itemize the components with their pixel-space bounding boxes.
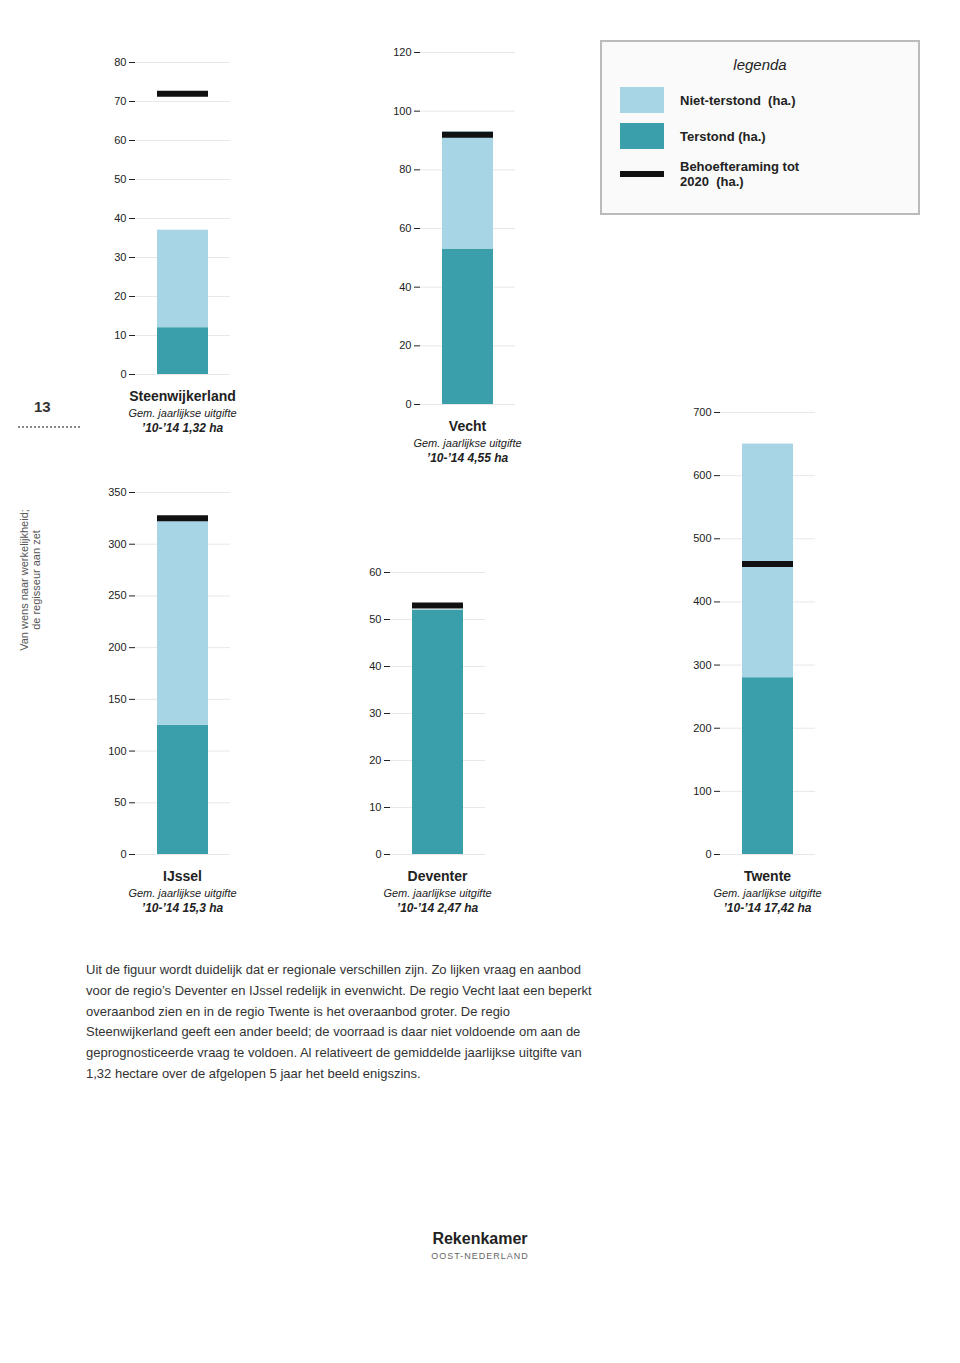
svg-text:300: 300 (108, 538, 126, 550)
svg-text:400: 400 (693, 595, 711, 607)
svg-text:20: 20 (369, 754, 381, 766)
html-text:Niet-terstond (ha.): Niet-terstond (ha.) (680, 92, 796, 108)
html-text:Gem. jaarlijkse uitgifte: Gem. jaarlijkse uitgifte (713, 887, 822, 899)
svg-text:20: 20 (114, 290, 126, 302)
svg-text:40: 40 (369, 660, 381, 672)
svg-text:0: 0 (120, 368, 126, 380)
html-text:’10-’14 15,3 ha: ’10-’14 15,3 ha (141, 901, 224, 915)
svg-text:0: 0 (405, 398, 411, 410)
svg-text:10: 10 (369, 801, 381, 813)
svg-text:350: 350 (108, 486, 126, 498)
svg-text:0: 0 (375, 848, 381, 860)
svg-text:80: 80 (399, 163, 411, 175)
html-text:Steenwijkerland: Steenwijkerland (129, 388, 236, 404)
svg-text:100: 100 (393, 105, 411, 117)
html-text:OOST-NEDERLAND: OOST-NEDERLAND (431, 1251, 529, 1261)
html-text:Van wens naar werkelijkheid; d: Van wens naar werkelijkheid; de regisseu… (18, 509, 42, 651)
svg-text:300: 300 (693, 659, 711, 671)
html-text:Gem. jaarlijkse uitgifte: Gem. jaarlijkse uitgifte (413, 437, 522, 449)
svg-text:60: 60 (369, 566, 381, 578)
svg-text:50: 50 (114, 173, 126, 185)
html-text:legenda: legenda (733, 56, 787, 73)
html-text:Deventer: Deventer (407, 868, 468, 884)
svg-text:200: 200 (108, 641, 126, 653)
svg-text:100: 100 (108, 745, 126, 757)
svg-text:600: 600 (693, 469, 711, 481)
svg-text:40: 40 (114, 212, 126, 224)
svg-text:60: 60 (399, 222, 411, 234)
svg-text:30: 30 (114, 251, 126, 263)
svg-text:30: 30 (369, 707, 381, 719)
svg-text:120: 120 (393, 46, 411, 58)
svg-text:40: 40 (399, 281, 411, 293)
html-text:’10-’14 4,55 ha: ’10-’14 4,55 ha (426, 451, 509, 465)
svg-text:100: 100 (693, 785, 711, 797)
html-text:Rekenkamer: Rekenkamer (432, 1230, 528, 1247)
html-text:Uit de figuur wordt duidelijk: Uit de figuur wordt duidelijk dat er reg… (86, 962, 592, 1081)
svg-text:80: 80 (114, 56, 126, 68)
svg-text:200: 200 (693, 722, 711, 734)
html-text:Gem. jaarlijkse uitgifte: Gem. jaarlijkse uitgifte (128, 407, 237, 419)
svg-text:60: 60 (114, 134, 126, 146)
html-text:Gem. jaarlijkse uitgifte: Gem. jaarlijkse uitgifte (383, 887, 492, 899)
svg-text:0: 0 (705, 848, 711, 860)
svg-text:0: 0 (120, 848, 126, 860)
svg-text:500: 500 (693, 532, 711, 544)
svg-text:20: 20 (399, 339, 411, 351)
svg-text:150: 150 (108, 693, 126, 705)
html-text:Terstond (ha.): Terstond (ha.) (680, 128, 766, 144)
html-text:’10-’14 2,47 ha: ’10-’14 2,47 ha (396, 901, 479, 915)
html-text:Twente: Twente (743, 868, 792, 884)
svg-text:50: 50 (114, 796, 126, 808)
html-text:’10-’14 1,32 ha: ’10-’14 1,32 ha (141, 421, 224, 435)
svg-text:70: 70 (114, 95, 126, 107)
html-text:Behoefteraming tot 2020 (ha.): Behoefteraming tot 2020 (ha.) (680, 159, 800, 189)
svg-text:250: 250 (108, 589, 126, 601)
svg-text:10: 10 (114, 329, 126, 341)
html-text:Gem. jaarlijkse uitgifte: Gem. jaarlijkse uitgifte (128, 887, 237, 899)
html-text:’10-’14 17,42 ha: ’10-’14 17,42 ha (723, 901, 812, 915)
html-text:13: 13 (34, 398, 51, 415)
svg-text:50: 50 (369, 613, 381, 625)
html-text:IJssel: IJssel (163, 868, 202, 884)
svg-text:700: 700 (693, 406, 711, 418)
html-text:Vecht: Vecht (448, 418, 487, 434)
